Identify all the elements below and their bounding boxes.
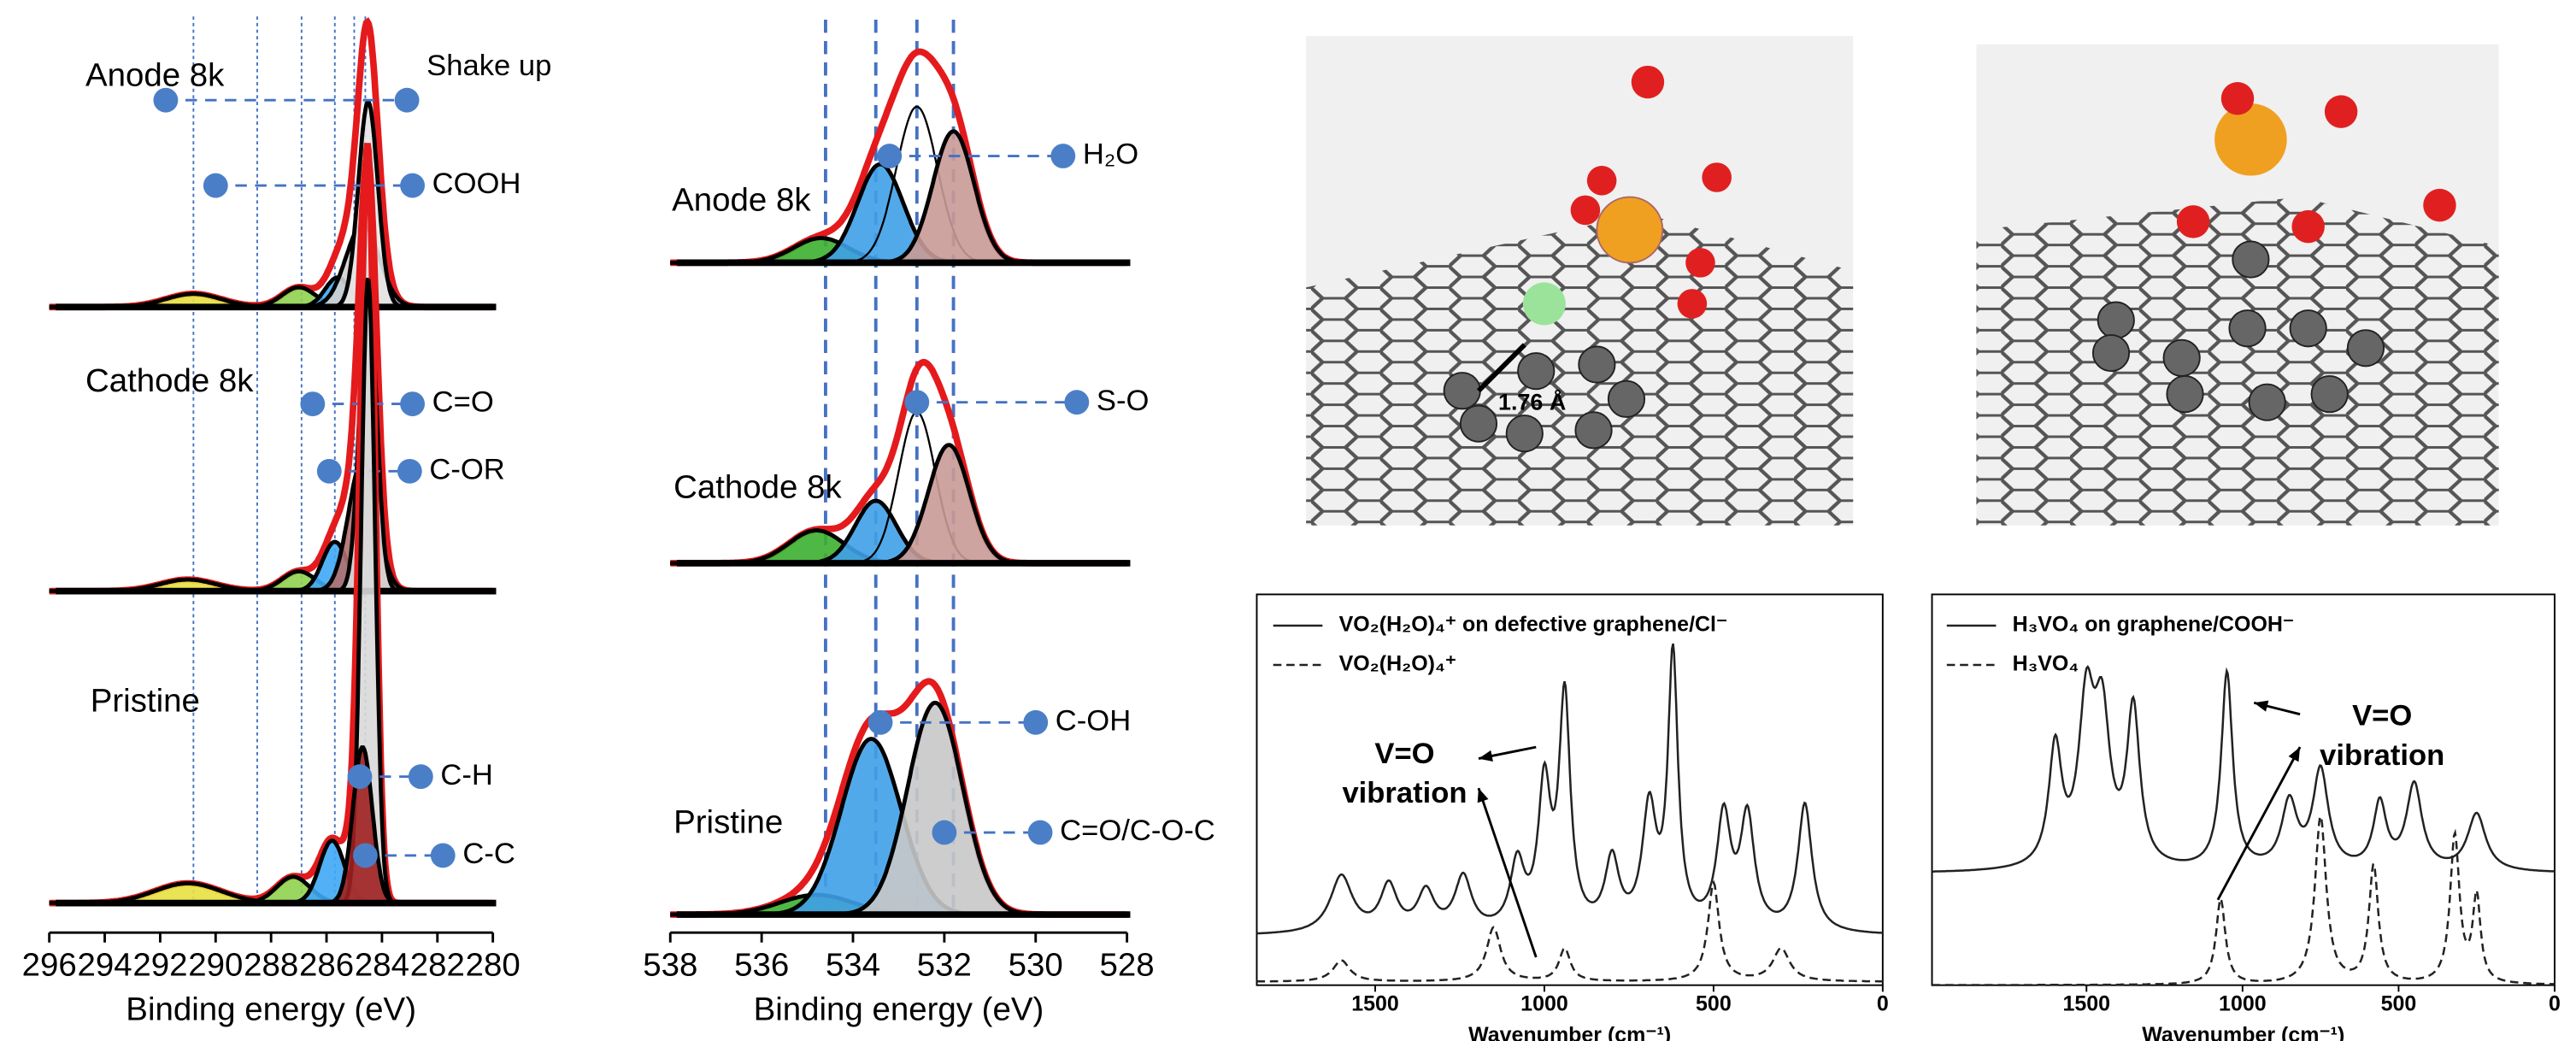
annotation-dot xyxy=(397,459,422,484)
component-peak xyxy=(50,279,493,591)
x-tick-label: 500 xyxy=(2381,991,2417,1015)
annotation-dot xyxy=(932,820,956,845)
annotation-label: C=O/C-O-C xyxy=(1060,815,1215,847)
component-peak xyxy=(670,501,1126,563)
annotation-dot xyxy=(431,844,456,868)
structure-b xyxy=(1976,44,2498,526)
component-peak xyxy=(50,225,493,307)
spectrum-label: Anode 8k xyxy=(85,56,225,93)
x-tick-label: 528 xyxy=(1100,947,1155,984)
annotation-label: Shake up xyxy=(426,50,551,82)
annotation-dot xyxy=(877,144,902,168)
spectrum-label: Anode 8k xyxy=(672,181,811,218)
x-tick-label: 282 xyxy=(410,947,465,984)
annotation-label: C=O xyxy=(432,386,494,419)
distance-label: 1.76 Å xyxy=(1498,389,1566,415)
arrow xyxy=(1479,788,1536,957)
annotation-dot xyxy=(868,710,893,735)
annotation-dot xyxy=(904,390,929,415)
legend-label: H₃VO₄ on graphene/COOH⁻ xyxy=(2013,613,2294,637)
x-tick-label: 292 xyxy=(132,947,187,984)
x-axis-label: Wavenumber (cm⁻¹) xyxy=(1468,1023,1671,1041)
x-tick-label: 538 xyxy=(643,947,697,984)
x-tick-label: 296 xyxy=(22,947,77,984)
spectrum-line xyxy=(1932,816,2555,985)
annotation-dot xyxy=(153,88,178,113)
annotation-label: vibration xyxy=(1342,777,1467,809)
annotation-label: vibration xyxy=(2320,739,2444,772)
x-tick-label: 280 xyxy=(466,947,520,984)
spectrum-label: Cathode 8k xyxy=(673,469,842,506)
spectrum-label: Pristine xyxy=(91,682,200,719)
x-axis-label: Wavenumber (cm⁻¹) xyxy=(2142,1023,2344,1041)
annotation-dot xyxy=(203,174,228,198)
x-tick-label: 0 xyxy=(2549,991,2561,1015)
x-tick-label: 500 xyxy=(1696,991,1732,1015)
x-tick-label: 1500 xyxy=(1351,991,1399,1015)
annotation-dot xyxy=(353,844,378,868)
annotation-label: C-OR xyxy=(429,454,504,486)
annotation-dot xyxy=(317,459,342,484)
annotation-dot xyxy=(395,88,420,113)
page: {"chart_data":[ {"type":"xps","xlabel":"… xyxy=(0,0,2576,1041)
x-tick-label: 288 xyxy=(244,947,298,984)
envelope xyxy=(50,144,493,903)
annotation-label: COOH xyxy=(432,168,521,200)
x-tick-label: 286 xyxy=(299,947,354,984)
arrow-head xyxy=(1478,788,1489,803)
structure-a: 1.76 Å xyxy=(1306,36,1853,525)
arrow-head xyxy=(1479,750,1493,762)
annotation-label: C-H xyxy=(440,759,492,791)
legend-label: VO₂(H₂O)₄⁺ xyxy=(1339,652,1456,676)
legend-label: H₃VO₄ xyxy=(2013,652,2079,676)
spectrum-label: Cathode 8k xyxy=(85,362,254,399)
annotation-dot xyxy=(1023,710,1048,735)
arrow xyxy=(2218,747,2300,900)
x-tick-label: 284 xyxy=(355,947,409,984)
annotation-dot xyxy=(348,764,373,789)
x-tick-label: 290 xyxy=(188,947,243,984)
annotation-dot xyxy=(1064,390,1089,415)
x-tick-label: 532 xyxy=(917,947,972,984)
annotation-dot xyxy=(400,174,425,198)
figure: 1.76 Å Anode 8k Shake up COOH Cathode 8k C=O… xyxy=(0,0,2576,1041)
annotation-dot xyxy=(409,764,433,789)
annotation-label: S-O xyxy=(1097,385,1150,417)
annotation-dot xyxy=(1050,144,1075,168)
annotation-dot xyxy=(400,391,425,416)
spectrum-label: Pristine xyxy=(673,804,783,841)
x-tick-label: 1000 xyxy=(1520,991,1568,1015)
annotation-label: C-OH xyxy=(1056,704,1131,737)
x-tick-label: 534 xyxy=(826,947,880,984)
x-tick-label: 294 xyxy=(77,947,132,984)
x-axis-label: Binding energy (eV) xyxy=(126,991,416,1028)
legend-label: VO₂(H₂O)₄⁺ on defective graphene/Cl⁻ xyxy=(1339,613,1728,637)
component-peak xyxy=(50,102,493,307)
annotation-label: H₂O xyxy=(1083,138,1138,171)
x-tick-label: 536 xyxy=(734,947,789,984)
x-tick-label: 0 xyxy=(1877,991,1889,1015)
annotation-dot xyxy=(1028,820,1053,845)
x-tick-label: 530 xyxy=(1009,947,1063,984)
component-peak xyxy=(50,460,493,591)
x-tick-label: 1500 xyxy=(2062,991,2110,1015)
spectrum-line xyxy=(1932,667,2555,872)
annotation-label: V=O xyxy=(1374,738,1434,770)
x-axis-label: Binding energy (eV) xyxy=(754,991,1044,1028)
annotation-label: C-C xyxy=(462,838,515,870)
annotation-label: V=O xyxy=(2352,700,2412,732)
annotation-dot xyxy=(300,391,325,416)
x-tick-label: 1000 xyxy=(2219,991,2267,1015)
